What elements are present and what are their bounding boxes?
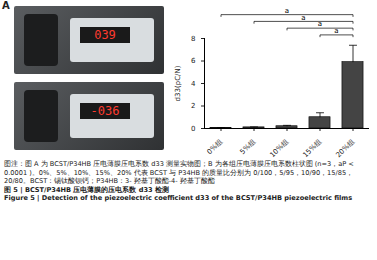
html-text:Figure 5 | Detection of the pi: Figure 5 | Detection of the piezoelectri…	[4, 194, 353, 203]
svg-text:8: 8	[191, 35, 195, 43]
svg-text:d33(pC/N): d33(pC/N)	[174, 65, 182, 101]
svg-text:15%组: 15%组	[301, 138, 323, 158]
svg-text:a: a	[301, 14, 305, 22]
svg-text:a: a	[285, 7, 289, 15]
svg-text:6: 6	[191, 57, 196, 65]
svg-text:10%组: 10%组	[268, 138, 290, 158]
html-text:A: A	[2, 0, 10, 11]
svg-text:0%组: 0%组	[206, 138, 224, 156]
html-text:-036: -036	[90, 104, 120, 118]
svg-text:a: a	[334, 27, 338, 35]
svg-text:2: 2	[191, 102, 195, 110]
html-text:图注：图 A 为 BCST/P34HB 压电薄膜压电系数 d: 图注：图 A 为 BCST/P34HB 压电薄膜压电系数 d33 测量实物图；B…	[4, 160, 354, 186]
html-text:B: B	[174, 0, 182, 11]
svg-text:5%组: 5%组	[239, 138, 257, 156]
svg-text:4: 4	[191, 80, 196, 88]
html-text:039: 039	[94, 28, 116, 42]
svg-text:0: 0	[191, 125, 195, 133]
svg-text:a: a	[318, 20, 322, 28]
svg-text:20%组: 20%组	[334, 138, 356, 158]
html-text:图 5 | BCST/P34HB 压电薄膜的压电系数 d33: 图 5 | BCST/P34HB 压电薄膜的压电系数 d33 检测	[4, 185, 169, 194]
